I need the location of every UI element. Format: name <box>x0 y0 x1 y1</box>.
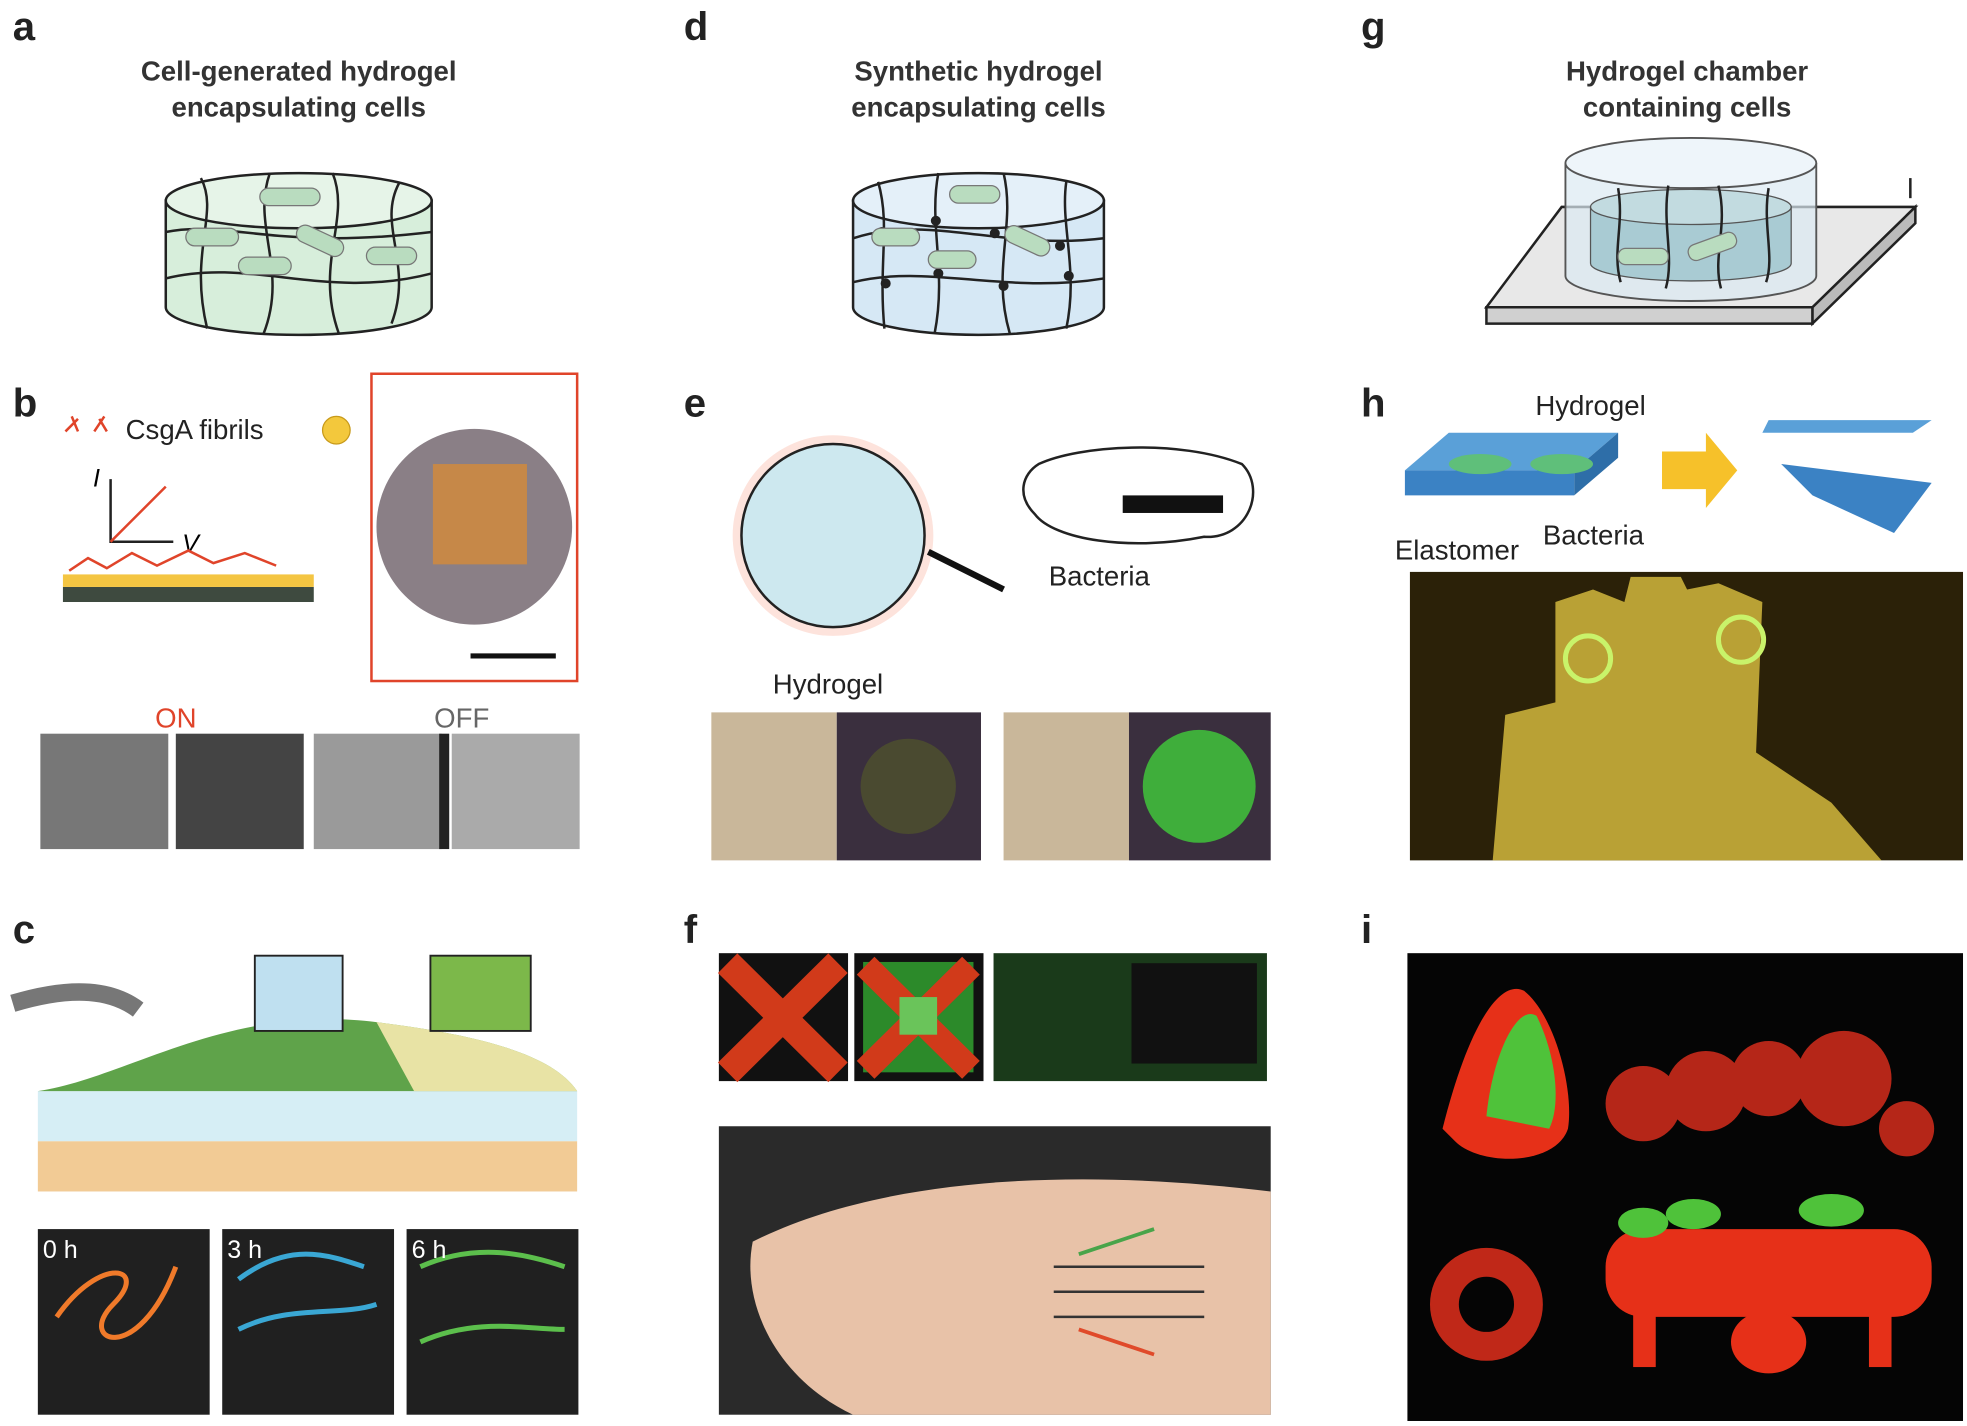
annotation: Bacteria <box>1049 561 1151 592</box>
panel-letter: g <box>1361 4 1386 49</box>
time-label: 3 h <box>227 1236 262 1264</box>
annotation: Hydrogel <box>773 669 883 700</box>
panel-h: Hydrogel Elastomer Bacteria <box>1395 390 1964 861</box>
panel-b: CsgA fibrils Au nanoparticle I V ON OFF <box>40 372 580 850</box>
annotation: Bacteria <box>1543 519 1645 550</box>
synthetic-hydrogel-cylinder <box>851 171 1106 337</box>
annotation: Hydrogel <box>1535 390 1645 421</box>
panel-letter: d <box>684 4 709 49</box>
panel-e: Bacteria Hydrogel <box>711 435 1271 861</box>
panel-title: encapsulating cells <box>851 92 1105 123</box>
panel-letter: a <box>13 4 36 49</box>
state-label: ON <box>155 702 196 733</box>
panel-letter: c <box>13 907 35 952</box>
panel-c: 0 h 3 h 6 h <box>10 954 579 1415</box>
panel-f <box>717 953 1271 1415</box>
panel-letters: a d g b e h c f i <box>13 4 1386 952</box>
hydrogel-chamber <box>1483 137 1919 327</box>
legend-label: CsgA fibrils <box>126 414 264 445</box>
panel-title: Hydrogel chamber <box>1566 55 1808 86</box>
state-label: OFF <box>434 702 489 733</box>
panel-title: Synthetic hydrogel <box>854 55 1102 86</box>
annotation: Elastomer <box>1395 534 1519 565</box>
time-label: 0 h <box>43 1236 78 1264</box>
panel-letter: f <box>684 907 698 952</box>
panel-letter: h <box>1361 380 1386 425</box>
panel-letter: i <box>1361 907 1372 952</box>
panel-title: containing cells <box>1583 92 1791 123</box>
panel-title: Cell-generated hydrogel <box>141 55 457 86</box>
axis-label: I <box>93 465 100 493</box>
time-label: 6 h <box>412 1236 447 1264</box>
panel-title: encapsulating cells <box>172 92 426 123</box>
axis-label: V <box>182 530 201 558</box>
cell-hydrogel-cylinder <box>164 171 433 337</box>
panel-letter: b <box>13 380 38 425</box>
panel-i <box>1407 953 1964 1421</box>
panel-letter: e <box>684 380 706 425</box>
